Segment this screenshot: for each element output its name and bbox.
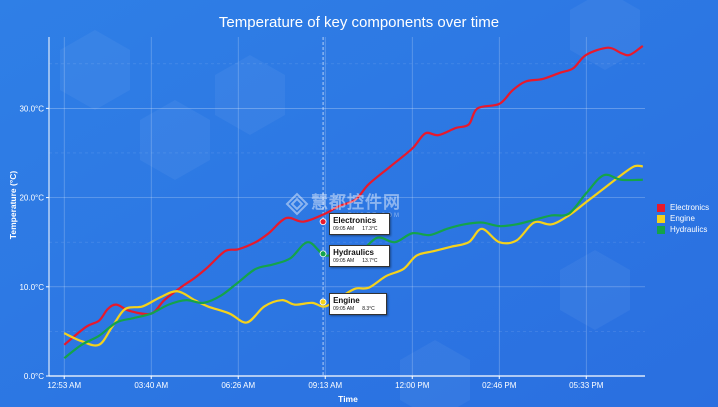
legend-swatch [657, 203, 665, 212]
x-axis-title: Time [338, 394, 358, 404]
tooltip-value: 17.3°C [362, 225, 378, 232]
tooltip-title: Hydraulics [333, 247, 374, 257]
legend-swatch [657, 214, 665, 223]
tooltip-title: Electronics [333, 215, 377, 225]
x-tick-label: 09:13 AM [308, 381, 342, 390]
y-tick-label: 20.0°C [19, 194, 44, 203]
y-tick-label: 30.0°C [19, 104, 44, 113]
legend-swatch [657, 225, 665, 234]
tooltip-marker [319, 250, 327, 258]
tooltip-title: Engine [333, 295, 360, 305]
y-axis-title: Temperature (°C) [8, 171, 18, 240]
tooltip-marker [319, 218, 327, 226]
tooltip-time: 09:05 AM [333, 225, 355, 232]
legend-item-electronics[interactable]: Electronics [657, 202, 709, 213]
chart-axes: 0.0°C 10.0°C 20.0°C 30.0°C 12:53 AM 03:40 AM 0… [19, 37, 645, 390]
x-tick-label: 03:40 AM [134, 381, 168, 390]
tooltip-value: 13.7°C [362, 257, 378, 264]
chart-title: Temperature of key components over time [219, 14, 499, 31]
x-tick-label: 12:00 PM [395, 381, 430, 390]
watermark-text: 慧都控件网 [311, 193, 401, 212]
series-line-engine[interactable] [63, 164, 643, 347]
tooltip-time: 09:05 AM [333, 257, 355, 264]
watermark-logo [285, 192, 309, 215]
tooltip-engine: Engine 09:05 AM 8.3°C [329, 292, 387, 315]
tooltip-hydraulics: Hydraulics 09:05 AM 13.7°C [329, 244, 390, 267]
legend-label: Electronics [670, 203, 710, 212]
chart-legend: Electronics Engine Hydraulics [657, 202, 709, 235]
x-tick-label: 02:46 PM [482, 381, 517, 390]
tooltip-electronics: Electronics 09:05 AM 17.3°C [329, 212, 390, 235]
tooltip-markers [319, 218, 327, 306]
y-tick-label: 0.0°C [24, 372, 44, 381]
tooltip-marker [319, 298, 327, 306]
x-tick-label: 05:33 PM [569, 381, 604, 390]
legend-label: Engine [670, 214, 695, 223]
legend-item-engine[interactable]: Engine [657, 213, 709, 224]
legend-label: Hydraulics [670, 225, 708, 234]
chart-grid [49, 37, 645, 376]
x-tick-label: 12:53 AM [47, 381, 81, 390]
tooltip-time: 09:05 AM [333, 305, 355, 312]
x-tick-label: 06:26 AM [221, 381, 255, 390]
legend-item-hydraulics[interactable]: Hydraulics [657, 224, 709, 235]
y-tick-label: 10.0°C [19, 283, 44, 292]
tooltip-value: 8.3°C [362, 305, 375, 312]
